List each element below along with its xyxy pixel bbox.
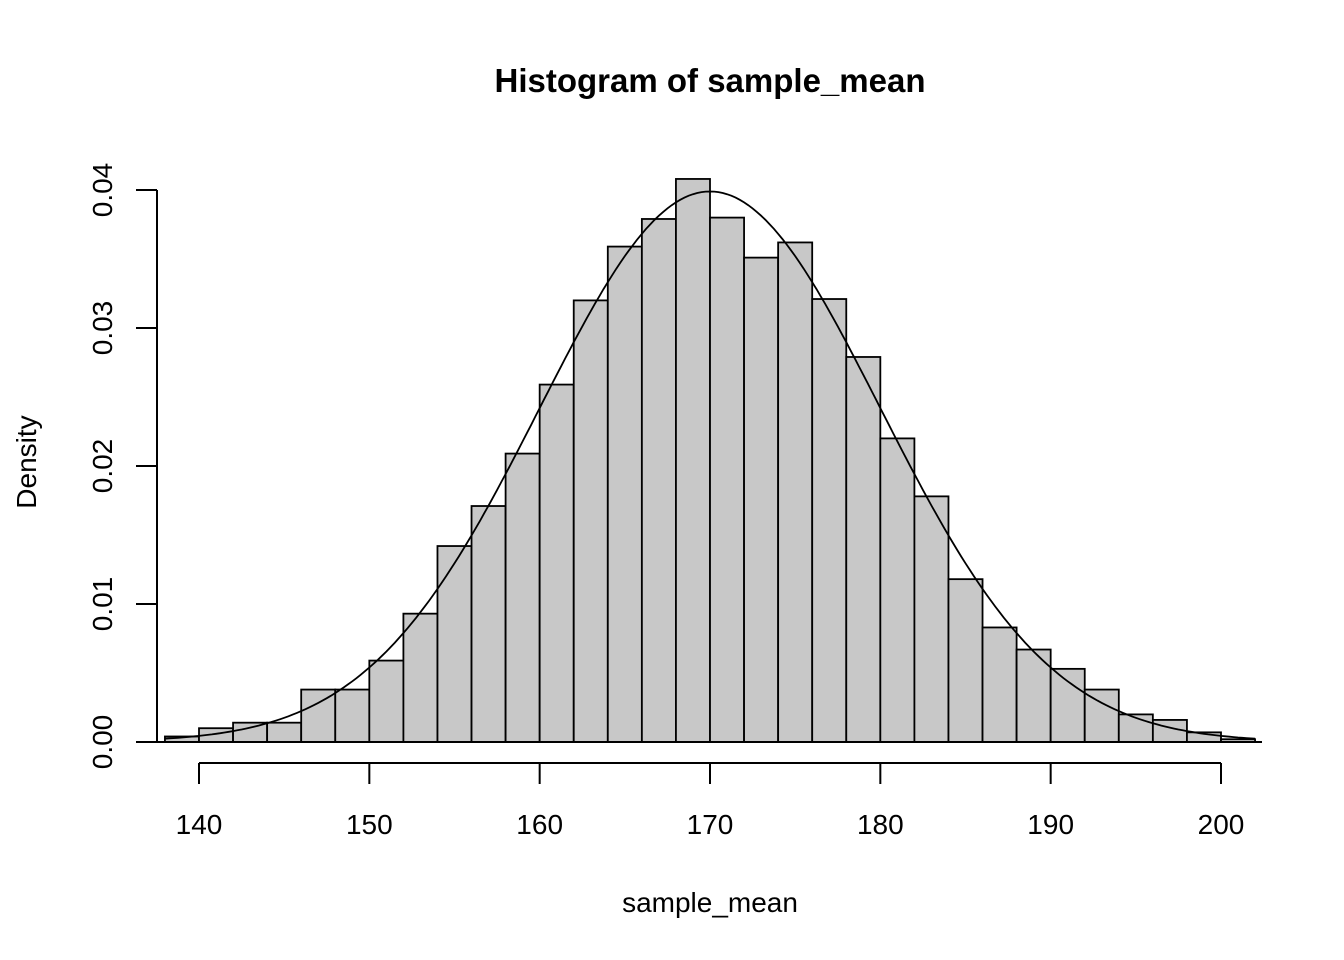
y-tick-label: 0.00 bbox=[87, 715, 118, 770]
x-tick-label: 170 bbox=[687, 809, 734, 840]
x-tick-label: 160 bbox=[516, 809, 563, 840]
x-tick-label: 180 bbox=[857, 809, 904, 840]
histogram-bar bbox=[334, 688, 371, 743]
histogram-bar bbox=[913, 495, 950, 743]
histogram-bar bbox=[640, 218, 677, 743]
x-tick-label: 190 bbox=[1027, 809, 1074, 840]
x-tick-label: 150 bbox=[346, 809, 393, 840]
histogram-bar bbox=[368, 659, 405, 743]
histogram-bar bbox=[572, 299, 609, 743]
histogram-bar bbox=[947, 578, 984, 743]
y-tick-label: 0.01 bbox=[87, 577, 118, 632]
histogram-bar bbox=[606, 245, 643, 743]
histogram-bar bbox=[436, 545, 473, 743]
histogram-bar bbox=[675, 178, 711, 743]
histogram-bar bbox=[504, 452, 541, 743]
histogram-bar bbox=[845, 356, 882, 743]
histogram-bar bbox=[1049, 667, 1086, 743]
histogram-bar bbox=[1083, 688, 1120, 743]
histogram-bar bbox=[300, 688, 337, 743]
histogram-bar bbox=[266, 721, 303, 743]
histogram-bar bbox=[879, 437, 916, 743]
x-axis-label: sample_mean bbox=[622, 887, 798, 918]
y-tick-label: 0.03 bbox=[87, 301, 118, 356]
histogram-bar bbox=[470, 505, 507, 743]
histogram-bar bbox=[777, 241, 814, 743]
y-tick-label: 0.04 bbox=[87, 163, 118, 218]
density-curve bbox=[164, 190, 1256, 740]
y-tick-label: 0.02 bbox=[87, 439, 118, 494]
histogram-bar bbox=[981, 626, 1018, 743]
chart-title: Histogram of sample_mean bbox=[495, 62, 926, 99]
histogram-bar bbox=[538, 383, 575, 743]
histogram-bar bbox=[811, 298, 848, 743]
x-tick-label: 140 bbox=[176, 809, 223, 840]
x-tick-label: 200 bbox=[1198, 809, 1245, 840]
histogram-bar bbox=[709, 216, 745, 743]
histogram-bar bbox=[402, 612, 439, 743]
histogram-bar bbox=[743, 256, 780, 743]
y-axis-label: Density bbox=[11, 415, 42, 508]
